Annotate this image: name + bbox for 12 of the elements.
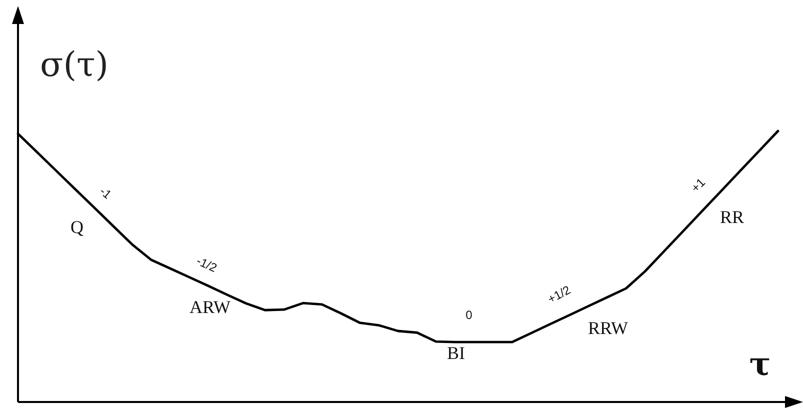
annotation: +1/2 bbox=[545, 282, 574, 306]
annotation: -1 bbox=[96, 184, 114, 202]
annotation: 0 bbox=[466, 308, 473, 322]
annotation: ARW bbox=[189, 297, 231, 317]
annotation: RR bbox=[720, 207, 744, 227]
annotation: +1 bbox=[688, 175, 708, 195]
annotation: -1/2 bbox=[194, 254, 220, 276]
y-axis-title: σ(τ) bbox=[40, 45, 109, 85]
annotation: Q bbox=[70, 217, 84, 237]
x-axis-title: τ bbox=[749, 345, 771, 383]
annotation: BI bbox=[447, 343, 466, 363]
annotation: RRW bbox=[588, 318, 628, 338]
